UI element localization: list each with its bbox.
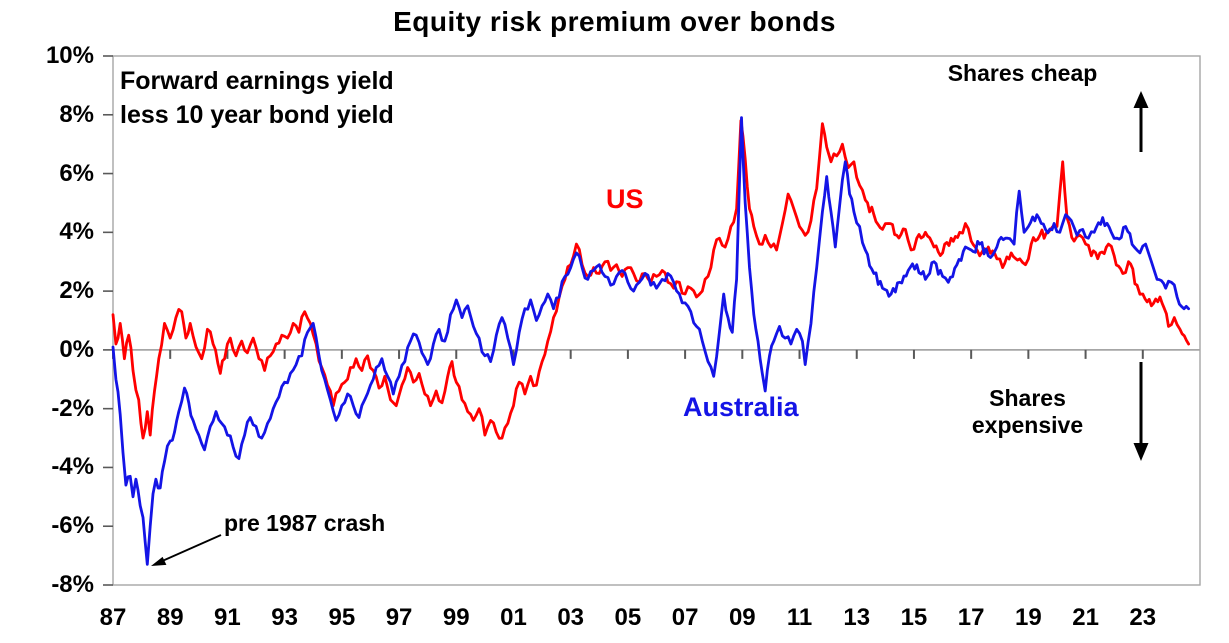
y-axis-label: 2%: [59, 277, 94, 305]
y-axis-label: 8%: [59, 100, 94, 128]
x-axis-label: 99: [442, 604, 470, 631]
x-axis-label: 95: [328, 604, 356, 631]
pre-crash-arrow-icon: [151, 534, 222, 566]
subtitle-annotation: Forward earnings yield less 10 year bond…: [120, 64, 394, 132]
x-axis-label: 09: [728, 604, 756, 631]
x-axis-label: 05: [614, 604, 642, 631]
plot-frame: [112, 55, 1201, 586]
chart-title: Equity risk premium over bonds: [393, 6, 836, 37]
y-axis-label: -8%: [51, 571, 94, 598]
series-lines: [111, 116, 1190, 566]
x-axis-label: 23: [1129, 604, 1157, 631]
y-axis-label: -6%: [51, 512, 94, 540]
down-arrow-icon: [1133, 362, 1149, 461]
shares-cheap-annotation: Shares cheap: [947, 60, 1098, 86]
x-axis-label: 89: [156, 604, 184, 631]
y-axis-label: 6%: [59, 159, 94, 187]
y-axis-label: -4%: [51, 453, 94, 481]
shares-expensive-annotation: Shares expensive: [950, 385, 1105, 439]
y-axis-label: 4%: [59, 218, 94, 246]
shares-expensive-line1: Shares: [989, 385, 1066, 411]
x-axis-label: 13: [843, 604, 871, 631]
x-axis-label: 19: [1015, 604, 1042, 631]
x-axis-label: 97: [385, 604, 413, 631]
x-axis-label: 11: [786, 604, 813, 631]
x-axis-label: 17: [957, 604, 985, 631]
australia-series-line: [111, 116, 1190, 566]
y-axis-label: 10%: [45, 42, 94, 69]
pre-crash-annotation: pre 1987 crash: [224, 510, 386, 536]
x-axis-label: 91: [214, 604, 241, 631]
subtitle-line1: Forward earnings yield: [120, 67, 394, 95]
us-series-label: US: [606, 184, 644, 214]
australia-series-label: Australia: [683, 392, 799, 422]
axes: [103, 55, 1201, 586]
x-axis-label: 93: [271, 604, 298, 631]
up-arrow-icon: [1133, 91, 1149, 152]
x-axis-label: 07: [671, 604, 699, 631]
y-axis-label: -2%: [51, 394, 94, 422]
subtitle-line2: less 10 year bond yield: [120, 101, 394, 129]
shares-expensive-line2: expensive: [971, 412, 1084, 438]
x-axis-label: 15: [900, 604, 928, 631]
x-axis-label: 21: [1072, 604, 1099, 631]
x-axis-label: 03: [557, 604, 585, 631]
y-axis-label: 0%: [59, 335, 94, 363]
x-axis-label: 01: [500, 604, 527, 631]
x-axis-label: 87: [99, 604, 127, 631]
us-series-line: [111, 119, 1190, 440]
